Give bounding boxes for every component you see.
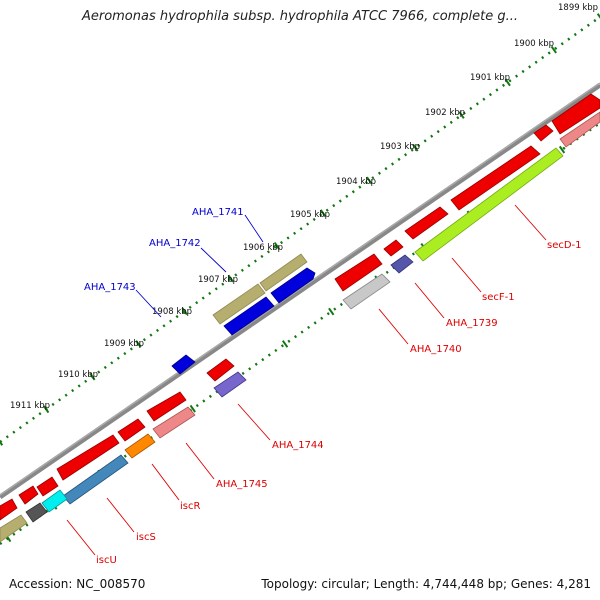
gene-aha-1745[interactable]	[152, 406, 196, 439]
tick-label-1909: 1909 kbp	[104, 339, 144, 349]
gene-iscu[interactable]	[41, 489, 68, 513]
leader-iscs	[106, 497, 135, 533]
gene-red-aha-1744[interactable]	[206, 358, 235, 382]
tick-mark	[412, 143, 419, 152]
tick-label-1907: 1907 kbp	[198, 275, 238, 285]
leader-aha-1739	[414, 282, 445, 319]
tick-mark	[273, 242, 281, 250]
gene-grey-left[interactable]	[25, 502, 48, 523]
map-title: Aeromonas hydrophila subsp. hydrophila A…	[81, 9, 519, 24]
gene-aha-1742[interactable]	[212, 283, 266, 325]
gene-red-1[interactable]	[551, 93, 600, 135]
leader-secd-1	[514, 204, 547, 241]
tick-label-1901: 1901 kbp	[470, 73, 510, 83]
leader-aha-1740	[378, 308, 409, 345]
gene-red-secd[interactable]	[450, 145, 541, 211]
leader-aha-1742	[200, 247, 227, 273]
gene-pink-1[interactable]	[559, 111, 600, 148]
gene-red-iscu[interactable]	[36, 476, 59, 497]
tick-label-1903: 1903 kbp	[380, 142, 420, 152]
gene-aha-1740[interactable]	[342, 273, 391, 310]
tick-label-1899: 1899 kbp	[558, 3, 598, 13]
tick-mark	[558, 145, 566, 154]
gene-red-2[interactable]	[533, 124, 554, 142]
tick-mark	[596, 13, 600, 19]
gene-red-aha-1745[interactable]	[146, 391, 187, 422]
label-aha-1739[interactable]: AHA_1739	[446, 318, 498, 329]
tick-label-1900: 1900 kbp	[514, 39, 554, 49]
gene-aha-1744[interactable]	[213, 371, 247, 398]
gene-aha-1743[interactable]	[171, 354, 196, 375]
leader-secf-1	[451, 257, 482, 293]
reverse-genes	[0, 93, 600, 543]
outer-tick-marks	[0, 13, 600, 446]
kbp-labels: 1899 kbp 1900 kbp 1901 kbp 1902 kbp 1903…	[10, 3, 598, 411]
tick-mark	[504, 78, 511, 87]
gene-red-iscr[interactable]	[117, 418, 146, 442]
gene-red-left-b[interactable]	[0, 498, 18, 521]
gene-red-aha-1740[interactable]	[334, 253, 383, 292]
tick-label-1904: 1904 kbp	[336, 177, 376, 187]
gene-iscs[interactable]	[62, 454, 129, 505]
tick-mark	[181, 307, 188, 316]
label-iscu[interactable]: iscU	[96, 555, 117, 566]
tick-mark	[550, 45, 557, 54]
gene-red-small-a[interactable]	[404, 206, 449, 240]
leader-iscr	[151, 463, 180, 501]
label-iscr[interactable]: iscR	[180, 501, 200, 512]
gene-red-iscs[interactable]	[56, 434, 120, 481]
label-aha-1745[interactable]: AHA_1745	[216, 479, 268, 490]
label-aha-1742[interactable]: AHA_1742	[149, 238, 201, 249]
gene-aha-1742-blue[interactable]	[223, 296, 275, 336]
tick-mark	[319, 209, 327, 217]
gene-khaki-left[interactable]	[0, 514, 28, 543]
tick-label-1910: 1910 kbp	[58, 370, 98, 380]
tick-mark	[366, 176, 373, 185]
gene-secd-1[interactable]	[414, 147, 564, 262]
tick-label-1902: 1902 kbp	[425, 108, 465, 118]
tick-label-1908: 1908 kbp	[152, 307, 192, 317]
leader-aha-1741	[244, 214, 264, 243]
label-secd-1[interactable]: secD-1	[547, 240, 582, 251]
label-secf-1[interactable]: secF-1	[482, 292, 515, 303]
gene-iscr[interactable]	[124, 433, 156, 459]
gene-aha-1741-blue[interactable]	[270, 267, 316, 304]
leader-aha-1743	[135, 289, 162, 318]
accession-text: Accession: NC_008570	[9, 577, 146, 591]
tick-mark	[89, 372, 96, 381]
gene-aha-1739[interactable]	[390, 254, 414, 274]
tick-mark	[0, 440, 4, 446]
leader-aha-1744	[237, 403, 271, 441]
gene-red-left-a[interactable]	[18, 485, 39, 505]
forward-genes	[171, 253, 316, 375]
tick-label-1905: 1905 kbp	[290, 210, 330, 220]
leader-lines	[66, 204, 547, 556]
leader-aha-1745	[185, 442, 215, 480]
label-aha-1740[interactable]: AHA_1740	[410, 344, 462, 355]
tick-mark	[328, 307, 335, 316]
label-aha-1743[interactable]: AHA_1743	[84, 282, 136, 293]
tick-mark	[227, 274, 234, 283]
label-aha-1744[interactable]: AHA_1744	[272, 440, 324, 451]
tick-mark	[135, 340, 142, 348]
backbone-line	[0, 82, 600, 500]
tick-label-1911: 1911 kbp	[10, 401, 50, 411]
label-iscs[interactable]: iscS	[136, 532, 156, 543]
tick-mark	[458, 111, 465, 119]
leader-iscu	[66, 519, 96, 556]
gene-labels: AHA_1741 AHA_1742 AHA_1743 secD-1 secF-1…	[84, 207, 582, 566]
topology-text: Topology: circular; Length: 4,744,448 bp…	[261, 577, 591, 591]
tick-mark	[281, 340, 289, 348]
gene-aha-1741[interactable]	[259, 253, 308, 292]
tick-mark	[43, 405, 50, 414]
tick-mark	[189, 404, 196, 413]
backbone-highlight	[0, 82, 600, 496]
tick-label-1906: 1906 kbp	[243, 243, 283, 253]
gene-red-small-b[interactable]	[383, 239, 404, 257]
label-aha-1741[interactable]: AHA_1741	[192, 207, 244, 218]
